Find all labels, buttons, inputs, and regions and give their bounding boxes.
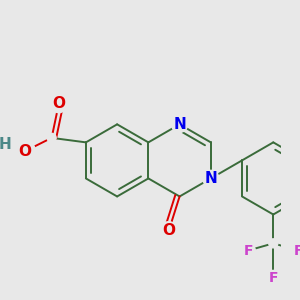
Circle shape (291, 243, 300, 258)
Circle shape (160, 222, 178, 240)
Text: O: O (52, 96, 65, 111)
Circle shape (266, 270, 281, 285)
Text: O: O (162, 223, 175, 238)
Text: F: F (268, 271, 278, 285)
Text: F: F (243, 244, 253, 258)
Circle shape (172, 116, 188, 133)
Circle shape (14, 141, 35, 162)
Text: O: O (18, 144, 31, 159)
Text: N: N (173, 117, 186, 132)
Circle shape (47, 134, 56, 142)
Circle shape (269, 239, 278, 248)
Circle shape (50, 94, 68, 112)
Text: F: F (294, 244, 300, 258)
Text: H: H (0, 137, 11, 152)
Text: N: N (204, 171, 217, 186)
Circle shape (241, 243, 255, 258)
Circle shape (203, 170, 219, 187)
